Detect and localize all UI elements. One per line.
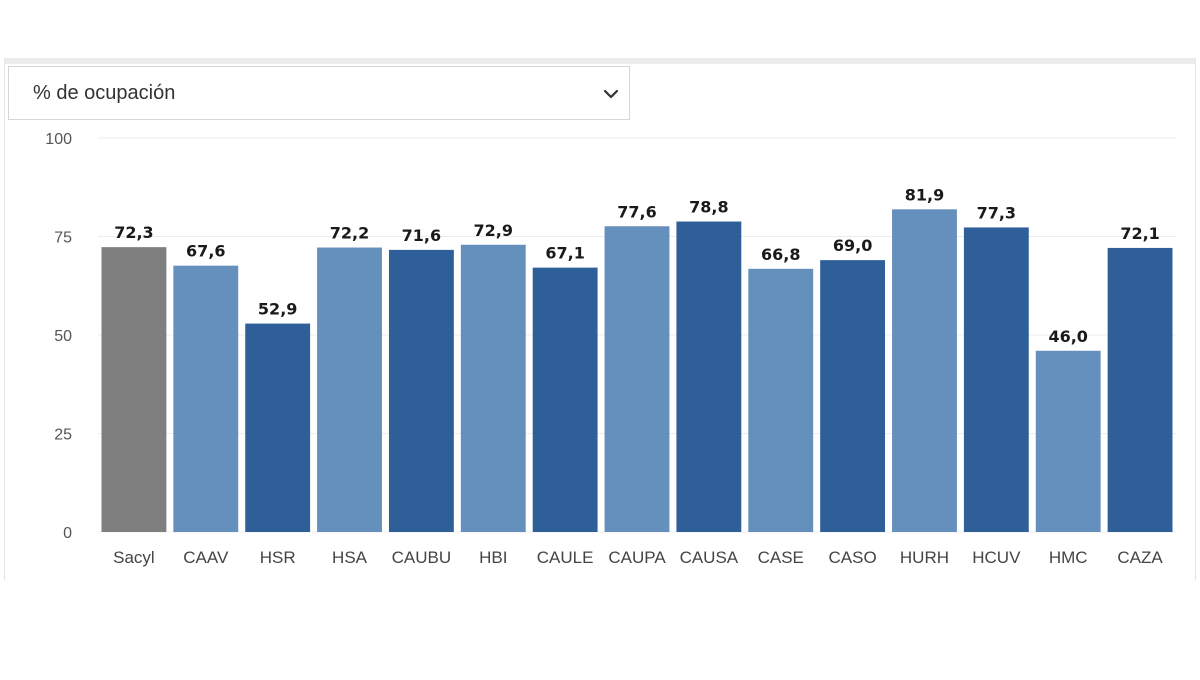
bar-hmc[interactable] bbox=[1035, 350, 1101, 532]
bar-hsa[interactable] bbox=[317, 247, 382, 533]
data-label: 46,0 bbox=[1048, 327, 1087, 346]
data-label: 67,6 bbox=[186, 242, 225, 261]
metric-dropdown[interactable]: % de ocupación bbox=[8, 66, 630, 120]
bar-hbi[interactable] bbox=[460, 244, 526, 533]
x-tick-label: HMC bbox=[1049, 548, 1088, 567]
y-tick-label: 100 bbox=[45, 131, 72, 148]
bar-caso[interactable] bbox=[820, 260, 886, 532]
data-label: 78,8 bbox=[689, 198, 728, 217]
data-label: 72,2 bbox=[330, 224, 369, 243]
bar-causa[interactable] bbox=[676, 221, 742, 532]
x-tick-label: HSA bbox=[332, 548, 368, 567]
bar-hcuv[interactable] bbox=[963, 227, 1029, 533]
x-tick-label: HURH bbox=[900, 548, 949, 567]
x-tick-label: CAZA bbox=[1117, 548, 1163, 567]
x-tick-label: CAAV bbox=[183, 548, 229, 567]
data-label: 52,9 bbox=[258, 300, 297, 319]
data-label: 66,8 bbox=[761, 245, 800, 264]
x-tick-label: CAUPA bbox=[608, 548, 666, 567]
bar-sacyl[interactable] bbox=[101, 247, 167, 532]
chevron-down-icon bbox=[603, 89, 619, 99]
bar-caubu[interactable] bbox=[388, 249, 454, 532]
bar-case[interactable] bbox=[748, 268, 814, 532]
x-tick-label: CASO bbox=[829, 548, 877, 567]
x-tick-label: HCUV bbox=[972, 548, 1021, 567]
data-label: 77,6 bbox=[617, 202, 656, 221]
data-label: 69,0 bbox=[833, 236, 872, 255]
y-tick-label: 50 bbox=[54, 328, 72, 345]
y-tick-label: 0 bbox=[63, 525, 72, 542]
data-label: 72,9 bbox=[474, 221, 513, 240]
x-tick-label: HBI bbox=[479, 548, 507, 567]
y-tick-label: 25 bbox=[54, 427, 72, 444]
x-tick-label: CAULE bbox=[537, 548, 594, 567]
bar-hsr[interactable] bbox=[245, 323, 311, 532]
x-tick-label: HSR bbox=[260, 548, 296, 567]
bar-hurh[interactable] bbox=[892, 209, 957, 532]
bar-caza[interactable] bbox=[1107, 247, 1173, 532]
x-tick-label: CASE bbox=[758, 548, 804, 567]
data-label: 77,3 bbox=[977, 203, 1016, 222]
data-label: 81,9 bbox=[905, 185, 944, 204]
bars bbox=[101, 209, 1173, 533]
bar-caule[interactable] bbox=[532, 267, 598, 532]
x-tick-label: CAUBU bbox=[392, 548, 452, 567]
x-tick-label: CAUSA bbox=[680, 548, 739, 567]
data-labels: 72,3 67,6 52,9 72,2 71,6 72,9 67,1 77,6 78,8 66,8… bbox=[114, 185, 1160, 345]
data-label: 67,1 bbox=[545, 244, 584, 263]
bar-caav[interactable] bbox=[173, 265, 239, 532]
data-label: 72,3 bbox=[114, 223, 153, 242]
bar-caupa[interactable] bbox=[604, 226, 670, 533]
data-label: 71,6 bbox=[402, 226, 441, 245]
y-tick-label: 75 bbox=[54, 230, 72, 247]
x-tick-label: Sacyl bbox=[113, 548, 155, 567]
x-axis-ticks: Sacyl CAAV HSR HSA CAUBU HBI CAULE CAUPA CAUSA CA… bbox=[113, 548, 1163, 567]
data-label: 72,1 bbox=[1120, 224, 1159, 243]
y-axis-ticks: 0 25 50 75 100 bbox=[45, 131, 72, 542]
metric-dropdown-value: % de ocupación bbox=[33, 81, 176, 104]
